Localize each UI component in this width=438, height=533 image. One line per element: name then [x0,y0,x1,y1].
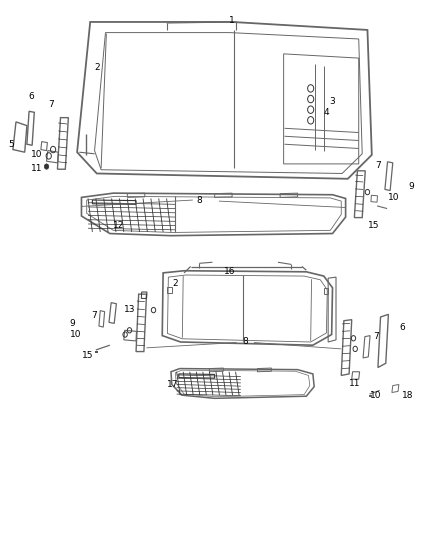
Text: 15: 15 [82,351,94,360]
Text: 8: 8 [197,196,202,205]
Text: 12: 12 [113,221,124,230]
Text: 10: 10 [31,150,42,159]
Text: 3: 3 [330,97,336,106]
Text: 4: 4 [323,108,329,117]
Text: 11: 11 [349,379,360,388]
Text: 7: 7 [48,100,54,109]
Text: 7: 7 [373,332,379,341]
Text: 7: 7 [92,311,97,320]
Text: 2: 2 [173,279,178,288]
Text: 8: 8 [242,337,248,346]
Text: 9: 9 [408,182,414,191]
Text: 10: 10 [370,391,381,400]
Text: 5: 5 [9,140,14,149]
Text: 18: 18 [402,391,413,400]
Text: 7: 7 [375,161,381,170]
Text: 1: 1 [229,17,235,26]
Text: 10: 10 [70,330,81,339]
Circle shape [44,164,49,169]
Text: 17: 17 [166,380,178,389]
Text: 15: 15 [368,221,380,230]
Text: 10: 10 [388,193,399,202]
Text: 9: 9 [70,319,76,328]
Text: 6: 6 [399,323,405,332]
Text: 2: 2 [94,63,99,71]
Text: 11: 11 [31,164,42,173]
Text: 6: 6 [28,92,34,101]
Text: 13: 13 [124,304,135,313]
Text: 16: 16 [224,268,236,276]
